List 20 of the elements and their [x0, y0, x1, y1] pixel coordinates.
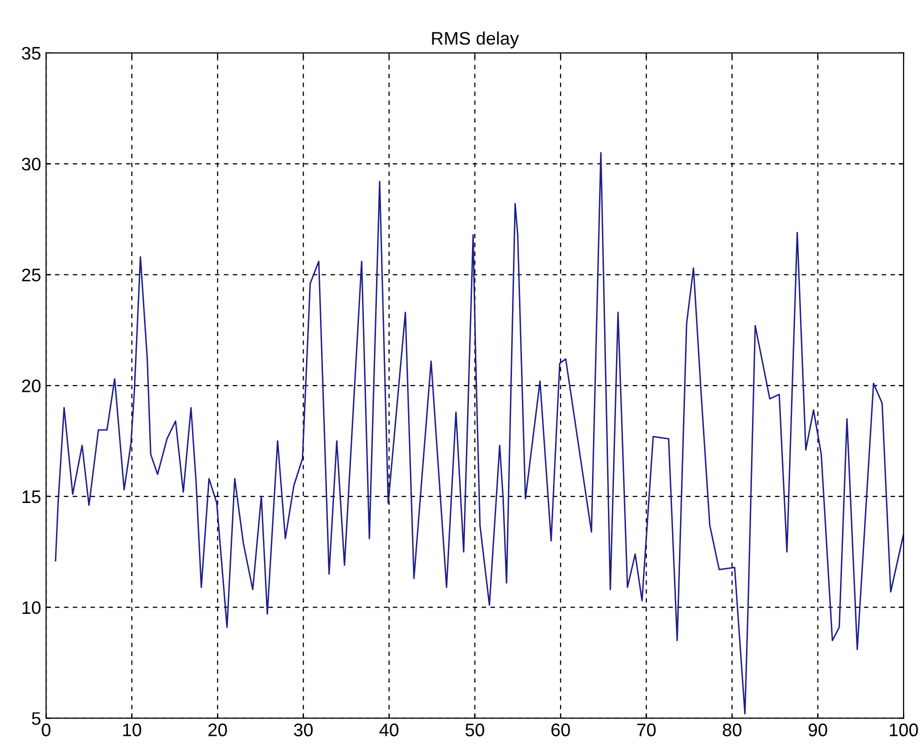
y-tick-label: 10: [22, 601, 41, 614]
y-tick-label: 30: [22, 158, 41, 171]
y-tick-label: 15: [22, 490, 40, 504]
y-tick-label: 5: [32, 712, 40, 725]
x-tick-label: 70: [637, 724, 656, 736]
chart-title: RMS delay: [432, 32, 519, 48]
y-tick-label: 25: [22, 268, 40, 282]
x-tick-label: 60: [551, 724, 570, 736]
y-tick-label: 35: [22, 46, 40, 60]
x-tick-label: 90: [808, 724, 828, 736]
x-tick-label: 20: [208, 724, 227, 736]
x-tick-label: 30: [294, 724, 313, 736]
x-tick-label: 100: [890, 724, 918, 736]
x-tick-label: 50: [466, 724, 484, 736]
line-series: [54, 152, 904, 714]
y-tick-label: 20: [22, 379, 41, 392]
x-tick-label: 80: [722, 724, 742, 736]
x-tick-label: 0: [42, 724, 50, 736]
x-tick-label: 10: [123, 724, 142, 736]
x-tick-label: 40: [379, 724, 398, 736]
